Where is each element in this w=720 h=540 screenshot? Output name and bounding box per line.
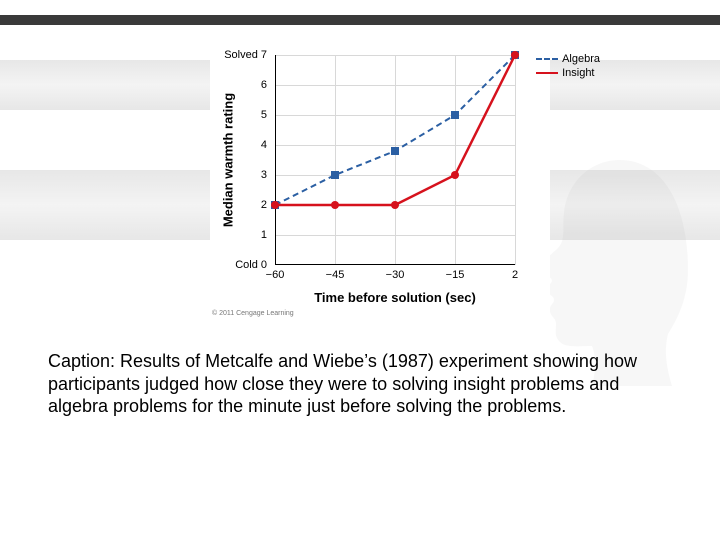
plot-area: Cold 0123456Solved 7−60−45−30−152 bbox=[275, 55, 515, 265]
figure-caption: Caption: Results of Metcalfe and Wiebe’s… bbox=[48, 350, 672, 418]
legend-line-icon bbox=[536, 58, 558, 60]
legend: Algebra Insight bbox=[536, 53, 600, 81]
x-axis-title: Time before solution (sec) bbox=[314, 290, 476, 305]
header-divider bbox=[0, 15, 720, 25]
legend-item: Insight bbox=[536, 67, 600, 79]
legend-label: Algebra bbox=[562, 53, 600, 65]
legend-item: Algebra bbox=[536, 53, 600, 65]
y-tick-label: Cold 0 bbox=[207, 259, 267, 271]
y-tick-label: 5 bbox=[207, 109, 267, 121]
x-tick-label: 2 bbox=[512, 269, 518, 281]
y-tick-label: Solved 7 bbox=[207, 49, 267, 61]
legend-label: Insight bbox=[562, 67, 594, 79]
copyright-text: © 2011 Cengage Learning bbox=[212, 310, 294, 317]
gridline-v bbox=[515, 55, 516, 265]
x-tick-label: −60 bbox=[266, 269, 285, 281]
legend-line-icon bbox=[536, 72, 558, 74]
x-tick-label: −15 bbox=[446, 269, 465, 281]
y-tick-label: 3 bbox=[207, 169, 267, 181]
series-lines bbox=[275, 55, 515, 265]
y-tick-label: 6 bbox=[207, 79, 267, 91]
x-tick-label: −30 bbox=[386, 269, 405, 281]
y-tick-label: 2 bbox=[207, 199, 267, 211]
y-tick-label: 4 bbox=[207, 139, 267, 151]
y-axis-title: Median warmth rating bbox=[221, 93, 236, 227]
warmth-chart: Cold 0123456Solved 7−60−45−30−152 Median… bbox=[210, 35, 550, 315]
x-tick-label: −45 bbox=[326, 269, 345, 281]
y-tick-label: 1 bbox=[207, 229, 267, 241]
